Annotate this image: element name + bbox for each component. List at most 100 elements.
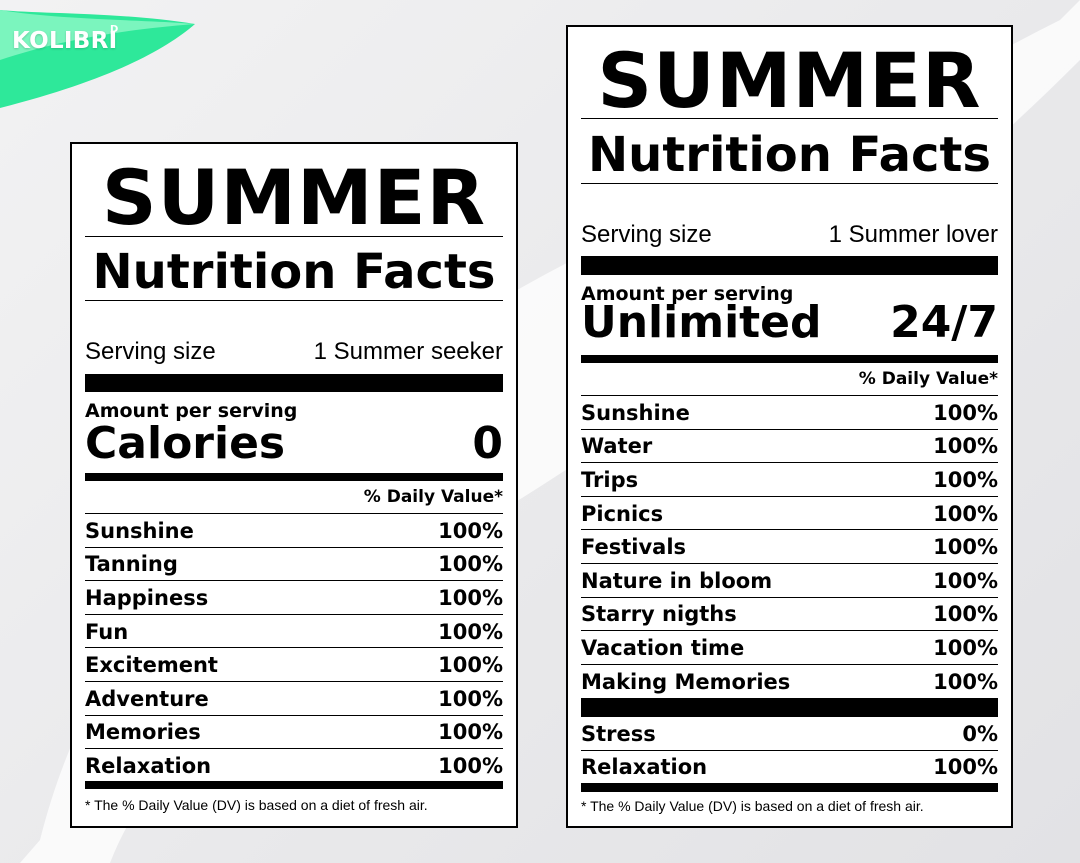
nutrient-value: 100% [933, 568, 998, 593]
nutrient-row: Water 100% [581, 430, 998, 464]
row-divider [85, 647, 503, 649]
nutrient-name: Sunshine [85, 518, 194, 543]
label-title: SUMMER [101, 153, 487, 242]
nutrient-name: Stress [581, 721, 656, 746]
thick-divider [581, 784, 998, 792]
nutrient-row: Making Memories 100% [581, 665, 998, 699]
nutrient-row: Vacation time 100% [581, 631, 998, 665]
nutrient-value: 100% [933, 669, 998, 694]
amount-per-serving-label: Amount per serving [85, 400, 298, 422]
amount-per-serving-label: Amount per serving [581, 283, 794, 305]
thick-divider [85, 473, 503, 481]
serving-size-value: 1 Summer seeker [313, 338, 503, 365]
row-divider [581, 783, 998, 784]
nutrient-name: Festivals [581, 535, 687, 560]
serving-size-row: Serving size 1 Summer seeker [85, 338, 503, 366]
calories-label: Unlimited [581, 297, 822, 348]
nutrient-name: Adventure [85, 686, 209, 711]
nutrient-value: 100% [438, 585, 503, 610]
divider [581, 183, 998, 184]
row-divider [581, 529, 998, 531]
logo-text: KOLIBRI [12, 28, 118, 54]
nutrient-row: Festivals 100% [581, 530, 998, 564]
divider [85, 236, 503, 237]
nutrient-name: Starry nigths [581, 602, 737, 627]
nutrient-name: Making Memories [581, 669, 791, 694]
nutrient-row: Stress 0% [581, 717, 998, 751]
row-divider [581, 749, 998, 751]
calories-row: Unlimited 24/7 [581, 301, 998, 345]
serving-size-value: 1 Summer lover [828, 221, 998, 248]
row-divider [581, 596, 998, 598]
thick-divider [581, 256, 998, 275]
row-divider [85, 748, 503, 750]
nutrient-row: Tanning 100% [85, 548, 503, 582]
nutrient-value: 100% [438, 518, 503, 543]
nutrient-name: Tanning [85, 552, 178, 577]
brand-logo: KOLIBRI D [0, 0, 200, 112]
footnote: * The % Daily Value (DV) is based on a d… [581, 798, 924, 814]
calories-row: Calories 0 [85, 422, 503, 466]
daily-value-header: % Daily Value* [858, 369, 998, 389]
nutrient-row: Memories 100% [85, 716, 503, 750]
nutrient-value: 100% [438, 653, 503, 678]
logo-wing-shape [0, 10, 195, 108]
nutrient-name: Relaxation [85, 753, 212, 778]
nutrient-value: 0% [962, 721, 998, 746]
calories-label: Calories [85, 418, 286, 469]
nutrient-name: Happiness [85, 585, 209, 610]
daily-value-header: % Daily Value* [363, 487, 503, 507]
divider [85, 513, 503, 514]
footnote: * The % Daily Value (DV) is based on a d… [85, 797, 428, 813]
nutrient-value: 100% [438, 619, 503, 644]
row-divider [581, 462, 998, 464]
nutrient-name: Vacation time [581, 635, 745, 660]
nutrient-name: Memories [85, 720, 201, 745]
nutrient-row: Excitement 100% [85, 648, 503, 682]
row-divider [85, 714, 503, 716]
nutrient-row: Happiness 100% [85, 581, 503, 615]
thick-divider [581, 698, 998, 717]
nutrient-value: 100% [438, 753, 503, 778]
nutrient-row: Sunshine 100% [581, 396, 998, 430]
nutrient-name: Trips [581, 467, 639, 492]
nutrient-value: 100% [438, 686, 503, 711]
nutrient-row: Adventure 100% [85, 682, 503, 716]
nutrient-value: 100% [933, 501, 998, 526]
nutrient-row: Picnics 100% [581, 497, 998, 531]
nutrient-name: Water [581, 434, 653, 459]
nutrient-value: 100% [933, 434, 998, 459]
nutrient-row: Relaxation 100% [581, 751, 998, 784]
nutrient-value: 100% [933, 400, 998, 425]
nutrient-value: 100% [438, 552, 503, 577]
row-divider [581, 495, 998, 497]
label-subtitle: Nutrition Facts [587, 127, 991, 183]
nutrient-value: 100% [933, 755, 998, 780]
nutrient-row: Starry nigths 100% [581, 598, 998, 632]
calories-value: 24/7 [890, 297, 998, 348]
nutrient-name: Excitement [85, 653, 218, 678]
thick-divider [581, 355, 998, 363]
serving-size-row: Serving size 1 Summer lover [581, 221, 998, 249]
nutrition-label-left: SUMMER Nutrition Facts Serving size 1 Su… [70, 142, 518, 828]
row-divider [85, 580, 503, 582]
nutrient-row: Sunshine 100% [85, 514, 503, 548]
nutrient-value: 100% [933, 635, 998, 660]
row-divider [581, 630, 998, 632]
serving-size-label: Serving size [581, 221, 712, 248]
row-divider [85, 546, 503, 548]
divider [85, 300, 503, 301]
nutrient-name: Nature in bloom [581, 568, 773, 593]
logo-mark: D [110, 24, 119, 35]
divider [581, 118, 998, 119]
label-subtitle: Nutrition Facts [92, 244, 496, 300]
nutrient-value: 100% [933, 602, 998, 627]
nutrient-row: Relaxation 100% [85, 749, 503, 783]
nutrient-name: Picnics [581, 501, 664, 526]
nutrient-name: Fun [85, 619, 129, 644]
thick-divider [85, 781, 503, 789]
label-title: SUMMER [597, 36, 982, 125]
divider [581, 395, 998, 396]
row-divider [581, 663, 998, 665]
nutrition-label-right: SUMMER Nutrition Facts Serving size 1 Su… [566, 25, 1013, 828]
